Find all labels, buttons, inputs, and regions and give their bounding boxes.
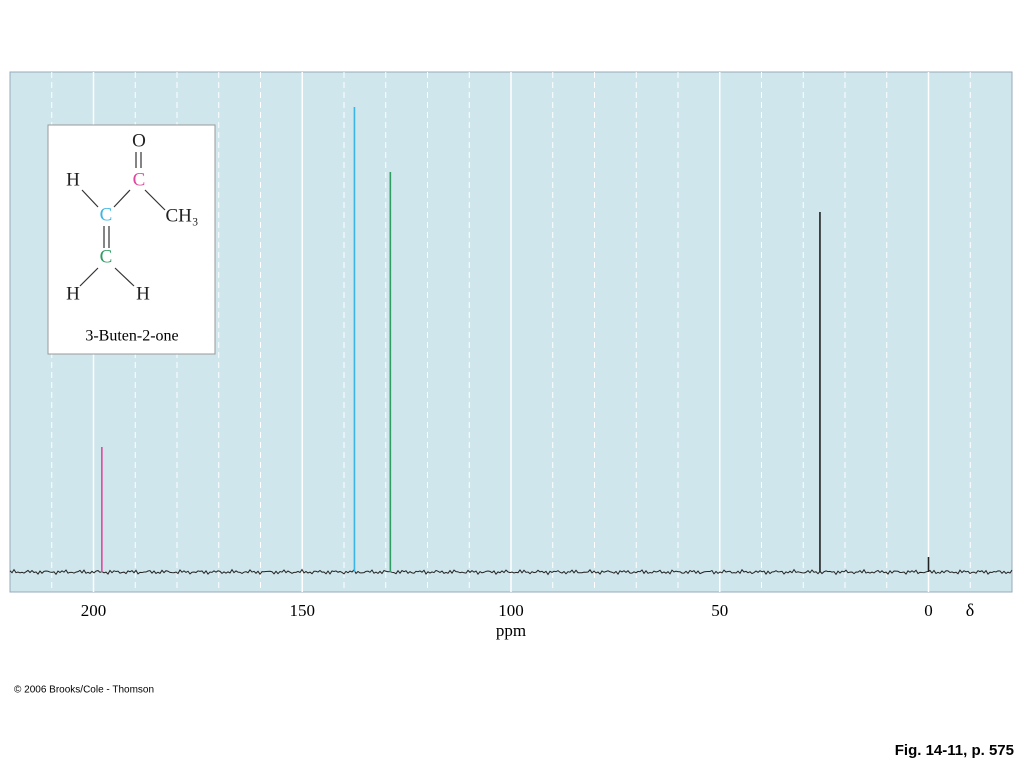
copyright: © 2006 Brooks/Cole - Thomson bbox=[14, 685, 154, 696]
bonds bbox=[79, 152, 166, 287]
axis-symbol: δ bbox=[966, 600, 974, 620]
atom: C bbox=[100, 246, 113, 267]
x-tick-label: 200 bbox=[81, 601, 107, 620]
atom: C bbox=[133, 169, 146, 190]
x-tick-label: 0 bbox=[924, 601, 933, 620]
atom: CH₃ bbox=[165, 205, 198, 226]
atom: H bbox=[66, 283, 80, 304]
molecule-name: 3-Buten-2-one bbox=[85, 328, 178, 345]
atom: O bbox=[132, 130, 146, 151]
x-tick-label: 100 bbox=[498, 601, 524, 620]
atom: C bbox=[100, 204, 113, 225]
baseline bbox=[9, 568, 1013, 576]
x-tick-label: 50 bbox=[711, 601, 728, 620]
x-tick-label: 150 bbox=[290, 601, 316, 620]
peaks bbox=[101, 107, 930, 572]
atom: H bbox=[136, 283, 150, 304]
baseline-noise bbox=[9, 568, 1013, 576]
atom: H bbox=[66, 169, 80, 190]
inset-box bbox=[47, 124, 216, 355]
figure-caption: Fig. 14-11, p. 575 bbox=[895, 742, 1014, 759]
x-axis-label: ppm bbox=[496, 621, 526, 640]
molecule-inset: O C H C CH₃ C H H 3-Buten-2-one bbox=[47, 124, 216, 355]
